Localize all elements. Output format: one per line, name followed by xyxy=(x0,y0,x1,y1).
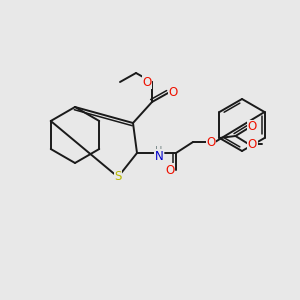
Text: O: O xyxy=(168,86,178,100)
Text: S: S xyxy=(114,170,122,184)
Text: O: O xyxy=(142,76,152,88)
Text: O: O xyxy=(248,121,257,134)
Text: O: O xyxy=(206,136,216,148)
Text: O: O xyxy=(248,139,257,152)
Text: O: O xyxy=(165,164,175,176)
Text: N: N xyxy=(154,149,164,163)
Text: H: H xyxy=(155,146,163,156)
